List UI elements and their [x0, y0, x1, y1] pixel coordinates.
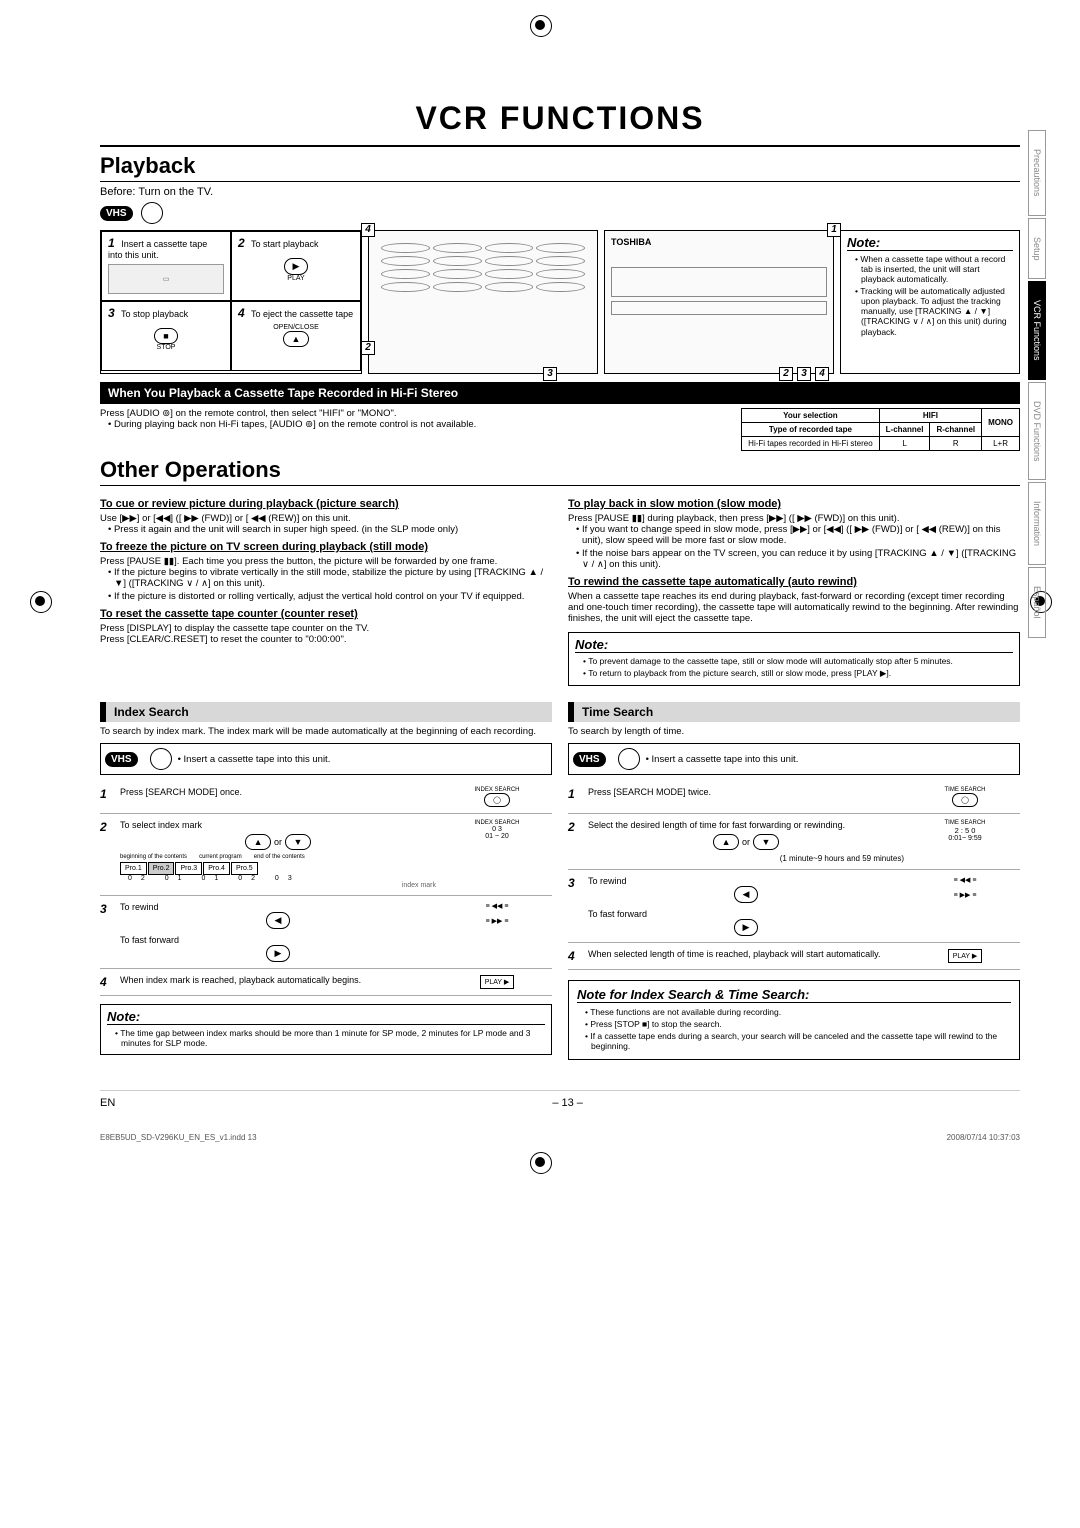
- playback-heading: Playback: [100, 153, 1020, 182]
- index-note-block: Note: • The time gap between index marks…: [100, 1004, 552, 1055]
- lang-code: EN: [100, 1097, 115, 1109]
- stop-button-icon: ■: [154, 328, 177, 344]
- tab-dvd-functions: DVD Functions: [1028, 382, 1046, 481]
- tab-information: Information: [1028, 482, 1046, 565]
- search-mode-icon: ◯: [952, 793, 978, 807]
- other-heading: Other Operations: [100, 457, 1020, 486]
- combined-note-block: Note for Index Search & Time Search: • T…: [568, 980, 1020, 1060]
- tab-espanol: Español: [1028, 567, 1046, 638]
- eject-button-icon: ▲: [283, 331, 310, 347]
- vcr-icon: [618, 748, 640, 770]
- page-number: – 13 –: [552, 1097, 583, 1109]
- playback-top-grid: 1 Insert a cassette tape into this unit.…: [100, 230, 1020, 374]
- note-heading: Note:: [847, 235, 1013, 251]
- note-item: • Tracking will be automatically adjuste…: [855, 286, 1013, 337]
- registration-mark: [530, 15, 550, 35]
- index-search-steps: 1Press [SEARCH MODE] once.INDEX SEARCH◯ …: [100, 781, 552, 996]
- tab-setup: Setup: [1028, 218, 1046, 280]
- vhs-badge: VHS: [100, 206, 133, 221]
- rewind-icon: ◀: [266, 912, 291, 929]
- playback-steps: 1 Insert a cassette tape into this unit.…: [100, 230, 362, 374]
- other-left-col: To cue or review picture during playback…: [100, 492, 552, 686]
- cassette-icon: ▭: [108, 264, 224, 294]
- file-metadata: E8EB5UD_SD-V296KU_EN_ES_v1.indd 13 2008/…: [100, 1133, 1020, 1142]
- page-title: VCR FUNCTIONS: [100, 100, 1020, 137]
- hifi-content: Press [AUDIO ⊚] on the remote control, t…: [100, 408, 1020, 451]
- other-note-block: Note: • To prevent damage to the cassett…: [568, 632, 1020, 686]
- index-search-band: Index Search: [100, 702, 552, 722]
- remote-diagram: 4 2 3: [368, 230, 598, 374]
- before-text: Before: Turn on the TV.: [100, 186, 1020, 198]
- vcr-icon: [141, 202, 163, 224]
- index-search-col: Index Search To search by index mark. Th…: [100, 692, 552, 1060]
- device-diagram: 1 4 3 2 TOSHIBA: [604, 230, 834, 374]
- search-mode-icon: ◯: [484, 793, 510, 807]
- device-brand: TOSHIBA: [611, 237, 827, 247]
- diagram-area: 4 2 3 1 4 3 2 TOSHIBA: [368, 230, 834, 374]
- step-1: 1 Insert a cassette tape into this unit.…: [101, 231, 231, 301]
- side-tabs: Precautions Setup VCR Functions DVD Func…: [1028, 130, 1050, 640]
- fwd-icon: ▶: [266, 945, 291, 962]
- step-3: 3 To stop playback ■STOP: [101, 301, 231, 371]
- step-2: 2 To start playback ▶PLAY: [231, 231, 361, 301]
- registration-mark: [30, 591, 50, 611]
- time-search-band: Time Search: [568, 702, 1020, 722]
- hifi-band: When You Playback a Cassette Tape Record…: [100, 382, 1020, 404]
- other-right-col: To play back in slow motion (slow mode) …: [568, 492, 1020, 686]
- time-search-steps: 1Press [SEARCH MODE] twice.TIME SEARCH◯ …: [568, 781, 1020, 970]
- play-button-icon: ▶: [284, 258, 309, 275]
- title-rule: [100, 145, 1020, 147]
- rewind-icon: ◀: [734, 886, 759, 903]
- page-footer: EN – 13 –: [100, 1090, 1020, 1109]
- hifi-table: Your selectionHIFIMONO Type of recorded …: [741, 408, 1020, 451]
- vcr-icon: [150, 748, 172, 770]
- time-search-col: Time Search To search by length of time.…: [568, 692, 1020, 1060]
- tab-vcr-functions: VCR Functions: [1028, 281, 1046, 380]
- fwd-icon: ▶: [734, 919, 759, 936]
- playback-note-box: Note: • When a cassette tape without a r…: [840, 230, 1020, 374]
- registration-mark: [530, 1152, 550, 1172]
- note-item: • When a cassette tape without a record …: [855, 254, 1013, 284]
- step-4: 4 To eject the cassette tape OPEN/CLOSE▲: [231, 301, 361, 371]
- tab-precautions: Precautions: [1028, 130, 1046, 216]
